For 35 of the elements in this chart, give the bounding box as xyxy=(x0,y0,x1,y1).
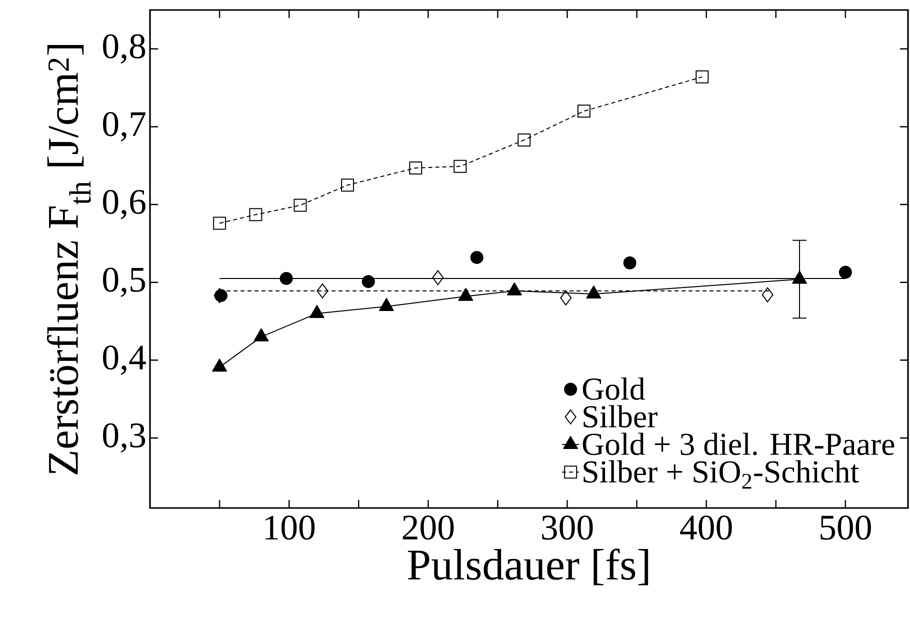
x-tick-label: 100 xyxy=(265,516,315,540)
point xyxy=(470,250,484,264)
point xyxy=(623,256,636,270)
legend-label: Gold xyxy=(582,377,645,400)
legend-label: Silber + SiO$_{2}$-Schicht xyxy=(584,460,859,489)
x-tick-label: 200 xyxy=(402,516,454,540)
point xyxy=(518,133,531,146)
y-tick-label: 0,8 xyxy=(103,34,146,64)
x-tick-label: 400 xyxy=(680,516,732,540)
point xyxy=(409,161,422,174)
point xyxy=(560,290,572,306)
point xyxy=(577,104,590,118)
point xyxy=(432,270,444,286)
y-tick-label: 0,5 xyxy=(103,268,146,298)
point xyxy=(341,178,354,192)
point xyxy=(213,216,226,230)
point xyxy=(249,208,262,222)
y-tick-label: 0,4 xyxy=(103,345,146,375)
point xyxy=(696,70,709,84)
point xyxy=(762,287,774,302)
y-axis-title: Zerstörfluenz F$_{th}$ [J/cm$^{2}$] xyxy=(46,44,91,474)
x-tick-label: 500 xyxy=(820,516,871,540)
point xyxy=(838,266,852,279)
point xyxy=(316,283,328,298)
legend-label: Silber xyxy=(584,405,658,428)
legend-label: Gold + 3 diel. HR-Paare xyxy=(582,432,894,456)
point xyxy=(280,272,293,285)
y-tick-label: 0,3 xyxy=(103,423,146,453)
point xyxy=(454,160,467,173)
point xyxy=(294,198,307,212)
x-axis-title: Pulsdauer [fs] xyxy=(408,548,648,586)
point xyxy=(362,275,375,288)
x-tick-label: 300 xyxy=(542,516,593,540)
y-tick-label: 0,6 xyxy=(103,190,146,220)
y-tick-label: 0,7 xyxy=(103,112,146,142)
